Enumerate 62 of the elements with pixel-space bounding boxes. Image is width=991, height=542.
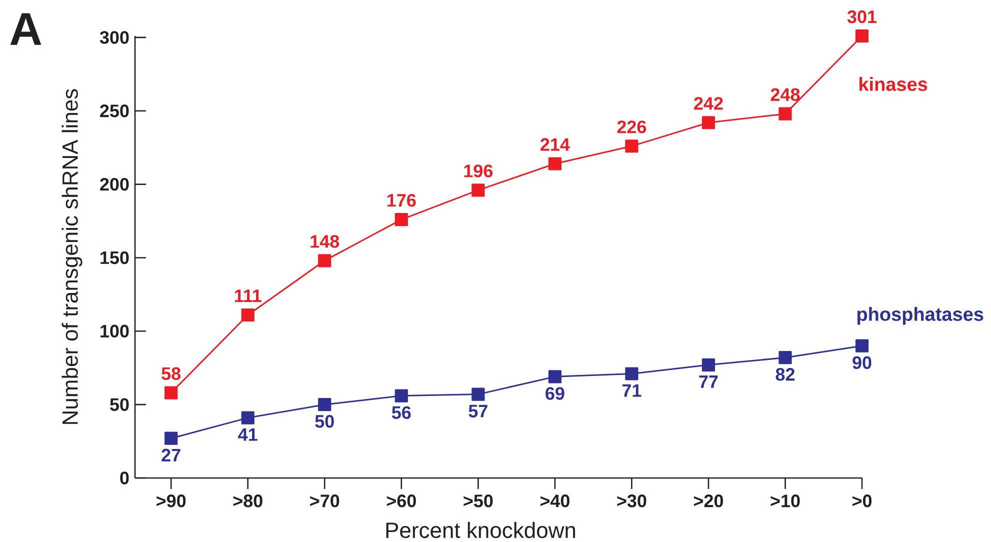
x-tick-label: >0 [852, 494, 872, 508]
point [241, 411, 254, 424]
data-label: 242 [694, 97, 723, 110]
x-tick-label: >10 [770, 494, 800, 508]
point [548, 157, 562, 170]
x-tick-label: >40 [540, 494, 570, 508]
data-label: 41 [238, 428, 258, 441]
y-tick-label: 250 [100, 104, 129, 118]
data-label: 90 [852, 356, 872, 370]
data-label: 248 [770, 88, 800, 101]
data-label: 50 [315, 415, 334, 428]
data-label: 82 [776, 368, 795, 381]
text: A [10, 13, 42, 45]
data-label: 57 [468, 404, 488, 418]
y-tick-label: 150 [100, 251, 129, 264]
data-label: 71 [622, 384, 642, 397]
point [855, 29, 869, 43]
y-tick-label: 50 [110, 398, 129, 411]
x-tick-label: >90 [156, 494, 186, 508]
y-tick-label: 300 [100, 31, 129, 44]
point [855, 339, 869, 352]
point [472, 184, 485, 197]
x-axis-title: Percent knockdown [386, 522, 576, 538]
data-label: 196 [464, 164, 493, 178]
series-label: kinases [860, 77, 928, 91]
y-axis-title: Number of transgenic shRNA lines [62, 89, 82, 424]
point [702, 358, 716, 372]
data-label: 301 [847, 10, 877, 24]
point [472, 388, 485, 401]
y-tick-label: 0 [120, 472, 129, 484]
point [318, 254, 332, 268]
series-label: phosphatases [857, 306, 984, 325]
data-label: 69 [546, 387, 564, 400]
point [548, 370, 562, 384]
point [394, 389, 408, 402]
point [778, 351, 792, 364]
data-label: 226 [617, 120, 646, 134]
data-label: 148 [310, 235, 340, 248]
y-tick-label: 100 [100, 324, 129, 338]
point [625, 367, 638, 380]
data-label: 27 [162, 448, 180, 462]
point [241, 308, 254, 322]
x-tick-label: >60 [386, 494, 416, 508]
point [318, 398, 332, 412]
x-tick-label: >50 [464, 494, 493, 508]
point [164, 386, 178, 400]
point [394, 213, 408, 226]
data-label: 77 [699, 376, 718, 388]
x-tick-label: >70 [310, 494, 340, 508]
data-label: 176 [388, 194, 416, 207]
x-tick-label: >20 [694, 494, 723, 508]
y-tick-label: 200 [100, 178, 129, 191]
data-label: 214 [540, 138, 570, 151]
point [702, 116, 716, 130]
data-label: 58 [162, 367, 181, 380]
data-label: 111 [234, 290, 262, 302]
point [164, 432, 178, 445]
data-label: 56 [392, 406, 411, 419]
point [778, 107, 792, 120]
point [625, 140, 638, 153]
x-tick-label: >30 [617, 494, 646, 508]
x-tick-label: >80 [233, 494, 262, 508]
